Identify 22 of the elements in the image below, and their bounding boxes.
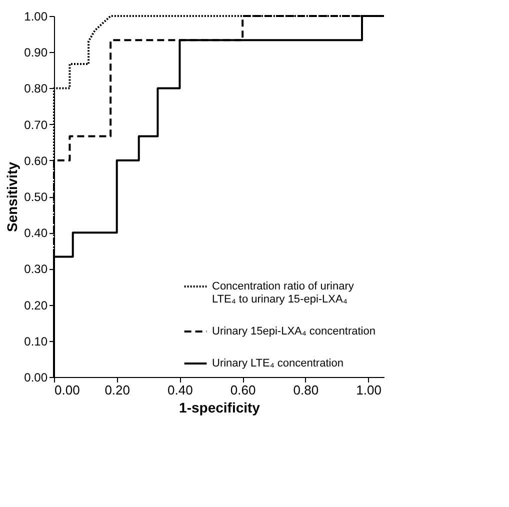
x-axis-title: 1-specificity — [179, 400, 260, 416]
y-tick-label: 0.80 — [24, 82, 48, 96]
y-tick-label: 0.20 — [24, 298, 48, 312]
x-tick-label: 0.40 — [168, 382, 193, 398]
y-tick-label: 1.00 — [24, 10, 48, 24]
x-tick-label: 1.00 — [356, 382, 382, 398]
y-tick-label: 0.60 — [24, 154, 48, 168]
y-tick-label: 0.90 — [24, 46, 48, 60]
x-tick-label: 0.00 — [54, 382, 80, 398]
x-tick-label: 0.20 — [104, 382, 130, 398]
y-tick-label: 0.10 — [24, 334, 48, 348]
y-tick-label: 0.50 — [24, 190, 48, 204]
legend-label: Urinary 15epi-LXA₄ concentration — [212, 326, 376, 338]
y-tick-label: 0.70 — [24, 118, 48, 132]
x-tick-label: 0.80 — [293, 382, 319, 398]
y-tick-label: 0.30 — [24, 262, 48, 276]
x-tick-label: 0.60 — [230, 382, 256, 398]
y-axis-title: Sensitivity — [4, 162, 20, 232]
legend-label: Urinary LTE₄ concentration — [212, 358, 344, 370]
y-tick-label: 0.00 — [24, 370, 48, 384]
y-tick-label: 0.40 — [24, 226, 48, 240]
legend-label: Concentration ratio of urinary LTE₄ to urinary 15-epi-LXA₄ — [212, 280, 354, 306]
